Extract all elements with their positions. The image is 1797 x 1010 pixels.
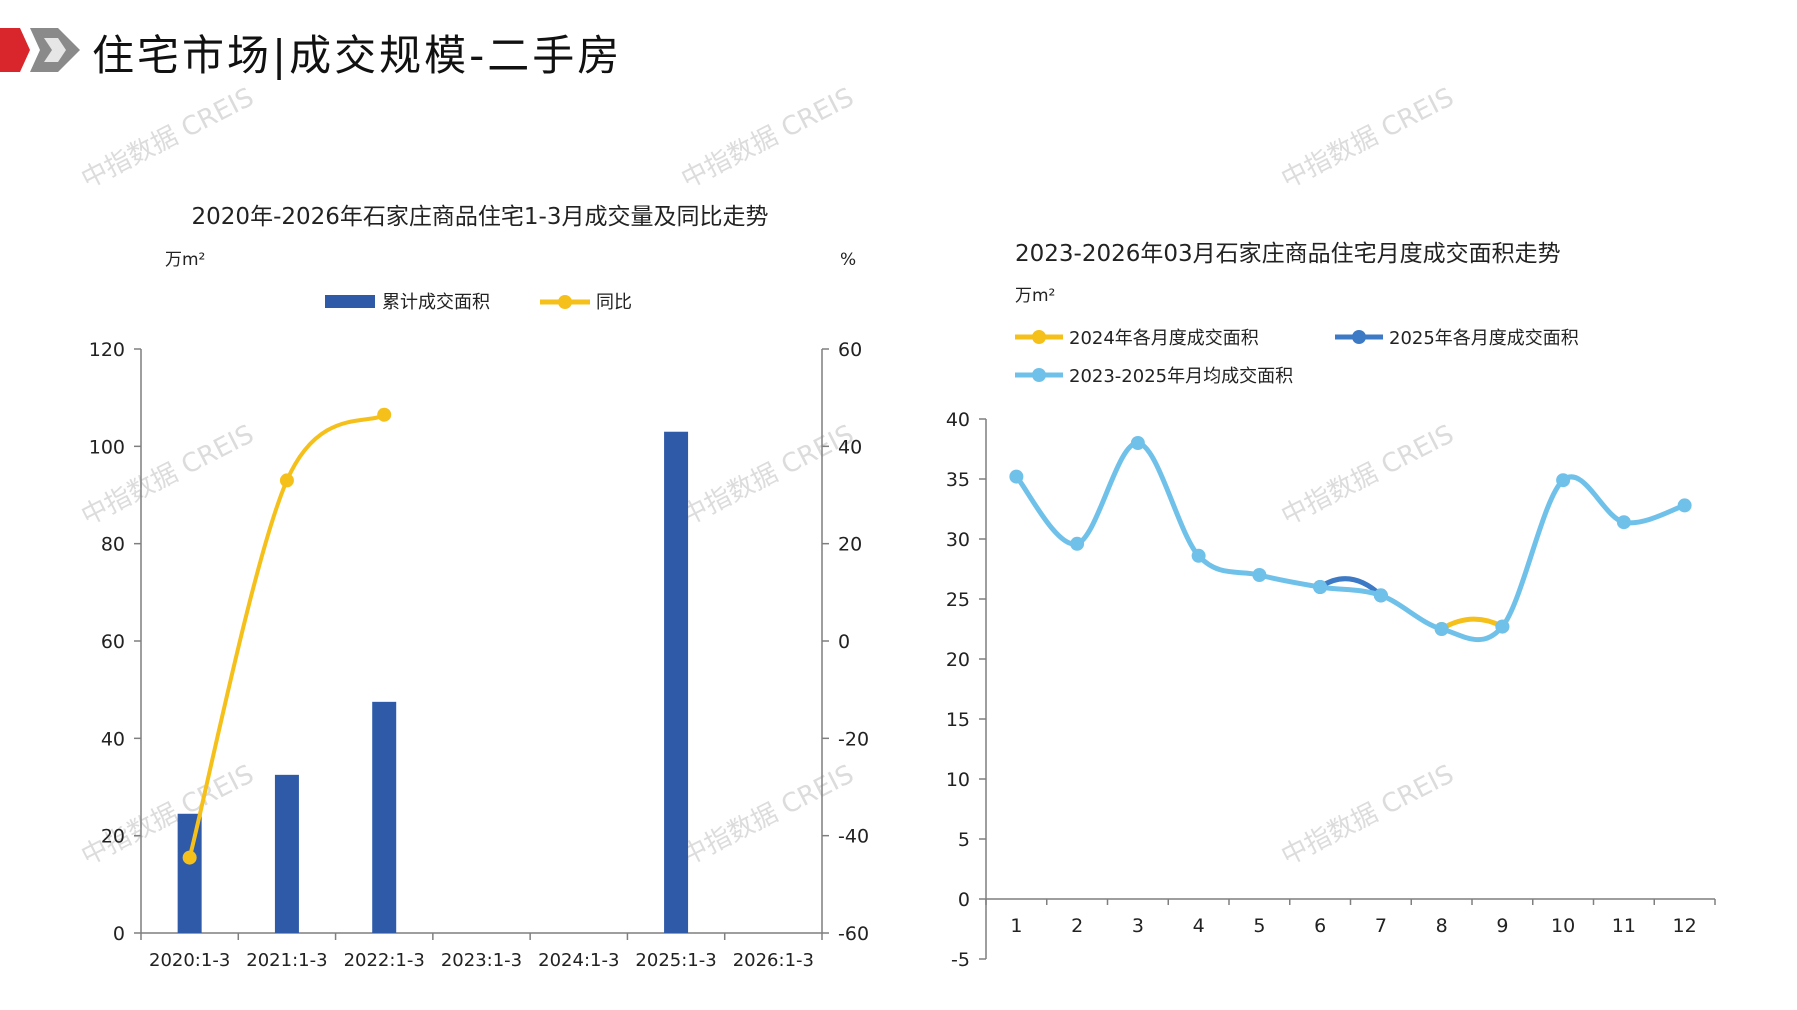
series-line-yoy: [187, 412, 386, 859]
x-tick-label: 9: [1496, 915, 1508, 937]
data-point: [1009, 469, 1024, 484]
legend-label: 累计成交面积: [382, 292, 490, 313]
legend-label: 2025年各月度成交面积: [1389, 328, 1579, 349]
y-tick-label-left: 100: [89, 436, 125, 458]
x-tick-label: 2026:1-3: [733, 950, 814, 971]
data-point: [1313, 580, 1328, 594]
y-tick-label: 40: [946, 409, 970, 431]
data-point-yoy: [377, 407, 392, 422]
legend-swatch-marker: [1032, 330, 1046, 344]
x-tick-label: 3: [1132, 915, 1144, 937]
x-tick-label: 12: [1673, 915, 1697, 937]
data-point: [1495, 619, 1510, 634]
legend-swatch-marker: [558, 295, 572, 309]
y-axis-right-unit: %: [840, 250, 856, 270]
x-tick-label: 4: [1193, 915, 1205, 937]
y-tick-label-right: -60: [838, 923, 869, 945]
brand-logo-icon: [0, 28, 80, 72]
legend-label: 2023-2025年月均成交面积: [1069, 366, 1293, 387]
y-tick-label-right: 20: [838, 534, 862, 556]
data-point: [1677, 498, 1692, 513]
legend: 累计成交面积 同比: [325, 292, 632, 313]
y-tick-label-left: 60: [101, 631, 125, 653]
data-point: [1616, 515, 1631, 530]
data-point: [1252, 568, 1267, 582]
y-tick-label: 10: [946, 769, 970, 791]
page-header: 住宅市场|成交规模-二手房: [0, 0, 1797, 100]
data-point-yoy: [182, 850, 197, 865]
x-tick-label: 2024:1-3: [538, 950, 619, 971]
x-tick-label: 2022:1-3: [344, 950, 425, 971]
data-point: [1130, 436, 1145, 450]
y-tick-label: 20: [946, 649, 970, 671]
chart-bar-yoy: 2020年-2026年石家庄商品住宅1-3月成交量及同比走势 万m² % 累计成…: [89, 204, 869, 971]
x-tick-label: 1: [1010, 915, 1022, 937]
y-tick-label: 0: [958, 889, 970, 911]
chart-title: 2023-2026年03月石家庄商品住宅月度成交面积走势: [1015, 241, 1561, 267]
legend-swatch-marker: [1032, 368, 1046, 382]
y-tick-label-left: 40: [101, 728, 125, 750]
y-tick-label: 15: [946, 709, 970, 731]
chart-title: 2020年-2026年石家庄商品住宅1-3月成交量及同比走势: [192, 204, 769, 230]
y-tick-label-left: 120: [89, 339, 125, 361]
bar: [274, 774, 299, 933]
x-tick-label: 10: [1551, 915, 1575, 937]
page-title: 住宅市场|成交规模-二手房: [92, 31, 623, 80]
data-point: [1556, 473, 1571, 488]
series-line-2024: [1440, 616, 1504, 632]
x-tick-label: 6: [1314, 915, 1326, 937]
x-tick-label: 8: [1436, 915, 1448, 937]
data-point: [1191, 548, 1206, 563]
x-tick-label: 2021:1-3: [246, 950, 327, 971]
y-tick-label: 25: [946, 589, 970, 611]
y-tick-label-right: 60: [838, 339, 862, 361]
x-tick-label: 2: [1071, 915, 1083, 937]
x-tick-label: 2023:1-3: [441, 950, 522, 971]
bar: [177, 813, 202, 933]
series-line-avg: [1014, 440, 1686, 643]
data-point: [1373, 588, 1388, 603]
y-tick-label-right: -20: [838, 728, 869, 750]
y-tick-label: 5: [958, 829, 970, 851]
y-tick-label-left: 20: [101, 826, 125, 848]
x-tick-label: 7: [1375, 915, 1387, 937]
data-point: [1434, 622, 1449, 636]
legend-swatch-bar: [325, 295, 375, 308]
y-tick-label-left: 80: [101, 534, 125, 556]
y-tick-label-right: -40: [838, 826, 869, 848]
y-tick-label-left: 0: [113, 923, 125, 945]
y-axis-left-unit: 万m²: [165, 250, 205, 270]
y-tick-label-right: 0: [838, 631, 850, 653]
legend-swatch-marker: [1352, 330, 1366, 344]
legend-label: 2024年各月度成交面积: [1069, 328, 1259, 349]
legend: 2024年各月度成交面积 2025年各月度成交面积 2023-2025年月均成交…: [1015, 328, 1579, 387]
x-tick-label: 2020:1-3: [149, 950, 230, 971]
data-point: [1070, 536, 1085, 551]
x-tick-label: 11: [1612, 915, 1636, 937]
bar: [664, 431, 689, 933]
x-tick-label: 2025:1-3: [635, 950, 716, 971]
x-tick-label: 5: [1253, 915, 1265, 937]
legend-label: 同比: [596, 292, 632, 313]
y-tick-label: 30: [946, 529, 970, 551]
chart-monthly-line: 2023-2026年03月石家庄商品住宅月度成交面积走势 万m² 2024年各月…: [946, 241, 1716, 971]
y-axis-unit: 万m²: [1015, 286, 1055, 306]
y-tick-label: 35: [946, 469, 970, 491]
y-tick-label-right: 40: [838, 436, 862, 458]
data-point-yoy: [279, 473, 294, 488]
y-tick-label: -5: [951, 949, 970, 971]
bar: [372, 701, 397, 933]
